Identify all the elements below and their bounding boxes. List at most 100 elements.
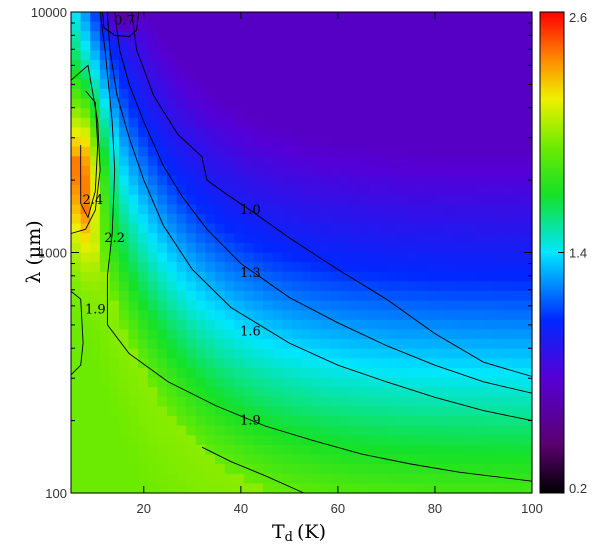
heatmap-cell	[435, 281, 447, 292]
heatmap-cell	[416, 223, 427, 234]
heatmap-cell	[464, 242, 475, 254]
heatmap-cell	[407, 435, 418, 446]
heatmap-cell	[119, 425, 130, 436]
heatmap-cell	[263, 483, 274, 494]
heatmap-cell	[195, 137, 207, 148]
heatmap-cell	[253, 223, 264, 234]
heatmap-cell	[272, 12, 283, 23]
heatmap-cell	[205, 252, 216, 263]
heatmap-cell	[71, 242, 82, 254]
heatmap-cell	[378, 69, 389, 80]
x-tick-label: 80	[428, 501, 442, 516]
heatmap-cell	[99, 165, 111, 177]
heatmap-cell	[378, 12, 389, 23]
heatmap-cell	[426, 377, 437, 388]
heatmap-cell	[205, 339, 216, 350]
heatmap-cell	[483, 137, 495, 148]
heatmap-cell	[512, 358, 523, 369]
heatmap-cell	[147, 367, 159, 379]
heatmap-cell	[167, 339, 178, 350]
heatmap-cell	[311, 127, 322, 138]
heatmap-cell	[301, 194, 312, 205]
heatmap-cell	[320, 367, 331, 379]
heatmap-cell	[512, 464, 523, 475]
heatmap-cell	[109, 60, 120, 71]
heatmap-cell	[512, 281, 523, 292]
heatmap-cell	[474, 165, 485, 177]
heatmap-cell	[195, 204, 207, 215]
heatmap-cell	[128, 377, 139, 388]
heatmap-cell	[243, 473, 255, 484]
heatmap-cell	[426, 262, 437, 273]
heatmap-cell	[416, 194, 427, 205]
heatmap-cell	[349, 88, 360, 100]
heatmap-cell	[512, 88, 523, 100]
heatmap-cell	[253, 377, 264, 388]
heatmap-cell	[119, 137, 130, 148]
heatmap-cell	[157, 156, 168, 167]
heatmap-cell	[464, 358, 475, 369]
heatmap-cell	[119, 146, 130, 157]
heatmap-cell	[311, 329, 322, 340]
heatmap-cell	[368, 310, 379, 321]
heatmap-cell	[378, 348, 389, 359]
heatmap-cell	[522, 242, 533, 254]
heatmap-cell	[71, 435, 82, 446]
heatmap-cell	[263, 367, 274, 379]
heatmap-cell	[138, 406, 149, 417]
heatmap-cell	[157, 242, 168, 254]
heatmap-cell	[291, 435, 303, 446]
heatmap-cell	[128, 40, 139, 52]
heatmap-cell	[426, 88, 437, 100]
heatmap-cell	[455, 387, 466, 398]
heatmap-cell	[407, 483, 418, 494]
heatmap-cell	[397, 348, 408, 359]
heatmap-cell	[215, 242, 226, 254]
colorbar-tick-label: 1.4	[569, 246, 587, 261]
y-tick-label: 10000	[31, 5, 67, 20]
heatmap-cell	[512, 40, 523, 52]
heatmap-cell	[176, 396, 187, 408]
heatmap-cell	[282, 98, 293, 109]
heatmap-cell	[407, 223, 418, 234]
heatmap-cell	[263, 358, 274, 369]
heatmap-cell	[224, 88, 235, 100]
heatmap-cell	[234, 117, 245, 129]
heatmap-cell	[397, 367, 408, 379]
heatmap-cell	[512, 483, 523, 494]
heatmap-cell	[291, 88, 303, 100]
heatmap-cell	[71, 387, 82, 398]
heatmap-cell	[282, 50, 293, 61]
heatmap-cell	[282, 339, 293, 350]
heatmap-cell	[80, 127, 91, 138]
heatmap-cell	[407, 416, 418, 427]
heatmap-cell	[119, 233, 130, 244]
heatmap-cell	[99, 339, 111, 350]
heatmap-cell	[263, 319, 274, 331]
heatmap-cell	[378, 367, 389, 379]
heatmap-cell	[215, 223, 226, 234]
heatmap-cell	[138, 290, 149, 302]
heatmap-cell	[291, 300, 303, 311]
heatmap-cell	[90, 290, 101, 302]
heatmap-cell	[109, 290, 120, 302]
heatmap-cell	[128, 310, 139, 321]
heatmap-cell	[234, 146, 245, 157]
heatmap-cell	[186, 377, 197, 388]
heatmap-cell	[224, 454, 235, 465]
heatmap-cell	[455, 117, 466, 129]
heatmap-cell	[291, 329, 303, 340]
heatmap-cell	[512, 242, 523, 254]
heatmap-cell	[330, 387, 341, 398]
heatmap-cell	[109, 387, 120, 398]
heatmap-cell	[503, 387, 514, 398]
heatmap-cell	[320, 310, 331, 321]
heatmap-cell	[147, 262, 159, 273]
heatmap-cell	[128, 12, 139, 23]
heatmap-cell	[359, 310, 370, 321]
heatmap-cell	[339, 444, 351, 456]
heatmap-cell	[272, 444, 283, 456]
heatmap-cell	[368, 319, 379, 331]
heatmap-cell	[147, 214, 159, 225]
heatmap-cell	[272, 31, 283, 42]
